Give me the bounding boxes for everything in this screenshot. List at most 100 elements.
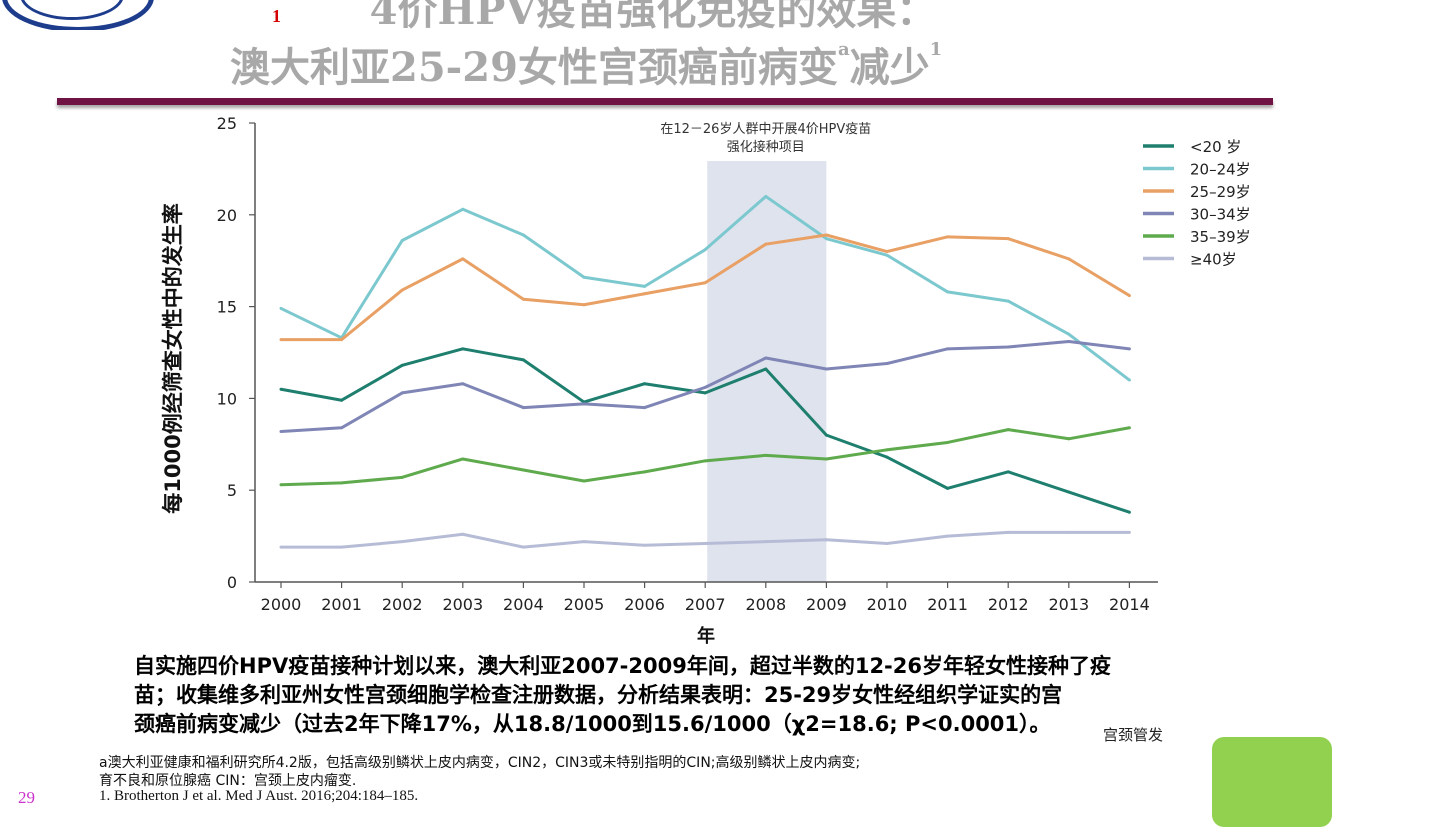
- title-marker: 1: [272, 6, 281, 26]
- series-point-1-13: [1067, 332, 1071, 336]
- series-point-5-11: [946, 534, 950, 538]
- series-point-2-2: [400, 288, 404, 292]
- series-point-3-3: [461, 382, 465, 386]
- series-point-5-5: [582, 540, 586, 544]
- series-point-2-14: [1127, 294, 1131, 298]
- summary-line3: 颈癌前病变减少（过去2年下降17%，从18.8/1000到15.6/1000（χ…: [134, 712, 1051, 736]
- x-tick-label: 2013: [1048, 595, 1089, 614]
- series-point-1-6: [643, 284, 647, 288]
- series-point-2-5: [582, 303, 586, 307]
- x-tick-label: 2004: [503, 595, 544, 614]
- green-decor-box: [1212, 737, 1332, 827]
- title-sup-1: 1: [929, 39, 943, 60]
- series-point-3-8: [764, 356, 768, 360]
- footnote-cin: 育不良和原位腺癌 CIN：宫颈上皮内瘤变.: [99, 773, 357, 789]
- legend-label-0: <20 岁: [1190, 138, 1241, 156]
- x-tick-label: 2001: [321, 595, 362, 614]
- series-point-1-8: [764, 194, 768, 198]
- x-tick-label: 2007: [685, 595, 726, 614]
- series-point-0-8: [764, 367, 768, 371]
- series-point-3-10: [885, 362, 889, 366]
- title-divider: [57, 98, 1273, 105]
- y-axis-label: 每1000例经筛查女性中的发生率: [161, 203, 185, 513]
- shaded-region-label: 在12－26岁人群中开展4价HPV疫苗: [660, 121, 871, 137]
- x-tick-label: 2012: [988, 595, 1029, 614]
- x-tick-label: 2010: [867, 595, 908, 614]
- series-point-0-2: [400, 363, 404, 367]
- series-point-5-13: [1067, 530, 1071, 534]
- y-tick-label: 15: [217, 298, 237, 317]
- series-point-0-3: [461, 347, 465, 351]
- series-line-4: [280, 426, 1130, 487]
- series-point-5-7: [703, 541, 707, 545]
- series-point-1-0: [279, 306, 283, 310]
- y-tick-label: 0: [227, 573, 237, 592]
- slide-title-line2: 澳大利亚25-29女性宫颈癌前病变a减少1: [230, 35, 1110, 93]
- series-point-1-10: [885, 253, 889, 257]
- series-point-5-9: [824, 538, 828, 542]
- series-point-2-7: [703, 281, 707, 285]
- series-point-4-11: [946, 440, 950, 444]
- series-point-2-13: [1067, 257, 1071, 261]
- series-point-5-0: [279, 545, 283, 549]
- logo: [0, 0, 160, 30]
- series-point-0-13: [1067, 490, 1071, 494]
- y-tick-label: 25: [217, 114, 237, 133]
- x-tick-label: 2011: [927, 595, 968, 614]
- series-point-4-8: [764, 453, 768, 457]
- series-point-2-3: [461, 257, 465, 261]
- x-tick-label: 2005: [564, 595, 605, 614]
- series-point-3-6: [643, 406, 647, 410]
- series-point-5-1: [340, 545, 344, 549]
- series-point-2-1: [340, 338, 344, 342]
- series-point-1-4: [521, 233, 525, 237]
- x-tick-label: 2003: [442, 595, 483, 614]
- series-point-4-10: [885, 448, 889, 452]
- series-point-0-12: [1006, 470, 1010, 474]
- series-point-0-14: [1127, 510, 1131, 514]
- series-point-0-10: [885, 455, 889, 459]
- series-point-3-11: [946, 347, 950, 351]
- series-point-3-14: [1127, 347, 1131, 351]
- title-sup-a: a: [837, 39, 850, 60]
- series-point-2-10: [885, 250, 889, 254]
- series-point-1-2: [400, 239, 404, 243]
- x-tick-label: 2008: [745, 595, 786, 614]
- series-point-5-8: [764, 540, 768, 544]
- title-line2-text: 澳大利亚25-29女性宫颈癌前病变: [230, 44, 838, 91]
- series-point-2-6: [643, 292, 647, 296]
- series-point-4-14: [1127, 426, 1131, 430]
- series-point-2-9: [824, 233, 828, 237]
- x-tick-label: 2009: [806, 595, 847, 614]
- series-point-0-6: [643, 382, 647, 386]
- footnote-a: a澳大利亚健康和福利研究所4.2版，包括高级别鳞状上皮内病变，CIN2，CIN3…: [99, 755, 861, 771]
- series-point-2-8: [764, 242, 768, 246]
- series-point-4-2: [400, 475, 404, 479]
- summary-line2: 苗；收集维多利亚州女性宫颈细胞学检查注册数据，分析结果表明：25-29岁女性经组…: [134, 683, 1063, 707]
- legend-label-4: 35–39岁: [1190, 228, 1251, 246]
- series-point-2-4: [521, 297, 525, 301]
- series-point-3-12: [1006, 345, 1010, 349]
- y-tick-label: 10: [217, 389, 237, 408]
- footnote-reference: 1. Brotherton J et al. Med J Aust. 2016;…: [99, 788, 419, 804]
- series-point-4-13: [1067, 437, 1071, 441]
- series-point-4-9: [824, 457, 828, 461]
- x-axis-label: 年: [697, 625, 715, 647]
- series-point-3-5: [582, 402, 586, 406]
- series-point-4-12: [1006, 428, 1010, 432]
- series-point-3-2: [400, 391, 404, 395]
- series-point-0-1: [340, 398, 344, 402]
- series-point-5-2: [400, 540, 404, 544]
- summary-text: 自实施四价HPV疫苗接种计划以来，澳大利亚2007-2009年间，超过半数的12…: [134, 652, 1264, 739]
- series-point-2-12: [1006, 237, 1010, 241]
- series-point-0-9: [824, 433, 828, 437]
- series-point-5-3: [461, 532, 465, 536]
- series-point-3-9: [824, 367, 828, 371]
- x-tick-label: 2014: [1109, 595, 1150, 614]
- series-point-5-12: [1006, 530, 1010, 534]
- series-point-1-5: [582, 275, 586, 279]
- series-point-4-5: [582, 479, 586, 483]
- summary-line1: 自实施四价HPV疫苗接种计划以来，澳大利亚2007-2009年间，超过半数的12…: [134, 654, 1111, 678]
- legend-label-1: 20–24岁: [1190, 161, 1251, 179]
- series-point-0-4: [521, 358, 525, 362]
